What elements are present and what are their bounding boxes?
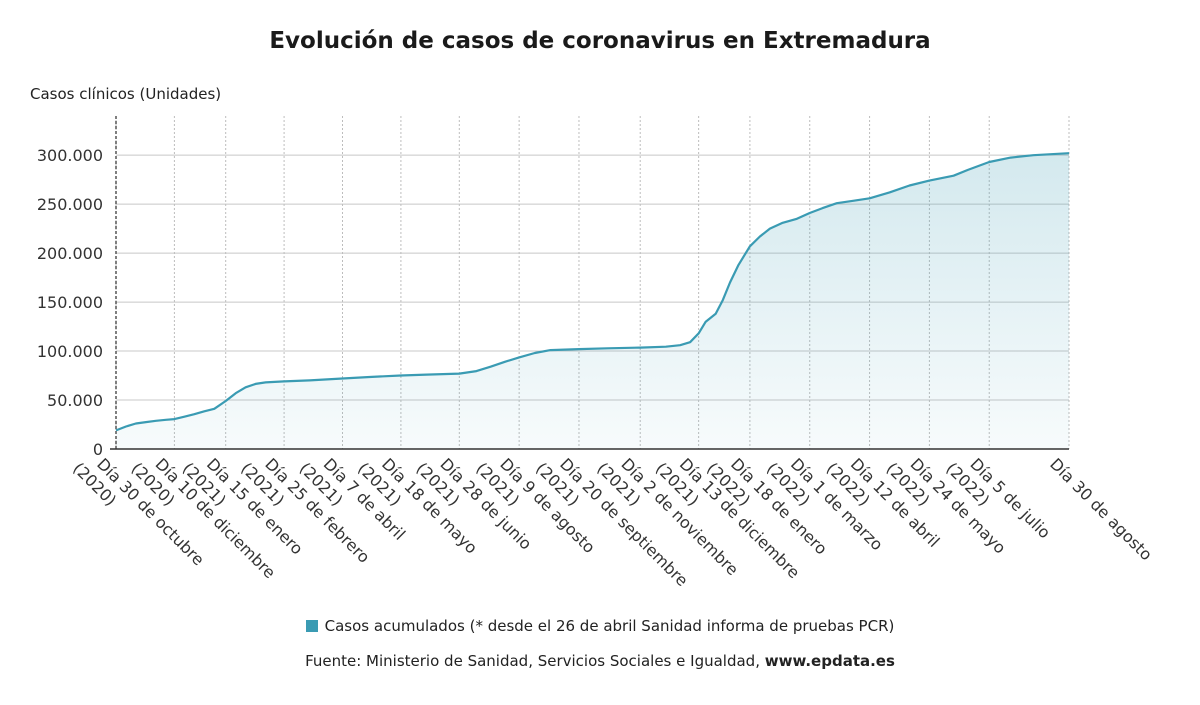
- y-tick-label: 50.000: [47, 391, 103, 410]
- chart-title: Evolución de casos de coronavirus en Ext…: [269, 28, 931, 54]
- source-link[interactable]: www.epdata.es: [764, 652, 895, 670]
- series-area: [115, 152, 1070, 449]
- y-axis-label: Casos clínicos (Unidades): [30, 85, 222, 103]
- axes: [110, 116, 1069, 450]
- y-tick-label-zero: 0: [93, 440, 103, 459]
- y-tick-labels: 50.000 100.000 150.000 200.000 250.000 300.00…: [37, 146, 103, 459]
- legend-swatch: [305, 619, 318, 632]
- series-area-fill: [116, 153, 1069, 449]
- legend-label: Casos acumulados (* desde el 26 de abril…: [324, 617, 895, 635]
- x-tick-label-line: Día 30 de agosto: [1046, 454, 1156, 564]
- legend[interactable]: Casos acumulados (* desde el 26 de abril…: [0, 617, 1200, 635]
- x-tick-labels: Día 30 de octubre(2020) Día 10 de diciemb…: [69, 454, 1156, 590]
- y-tick-label: 250.000: [37, 195, 103, 214]
- y-tick-label: 100.000: [37, 342, 103, 361]
- y-tick-label: 200.000: [37, 244, 103, 263]
- source-note: Fuente: Ministerio de Sanidad, Servicios…: [0, 652, 1200, 670]
- source-text: Fuente: Ministerio de Sanidad, Servicios…: [305, 652, 765, 670]
- x-tick-label: Día 30 de agosto: [1046, 454, 1156, 564]
- y-tick-label: 300.000: [37, 146, 103, 165]
- series-line[interactable]: [115, 152, 1070, 432]
- y-tick-label: 150.000: [37, 293, 103, 312]
